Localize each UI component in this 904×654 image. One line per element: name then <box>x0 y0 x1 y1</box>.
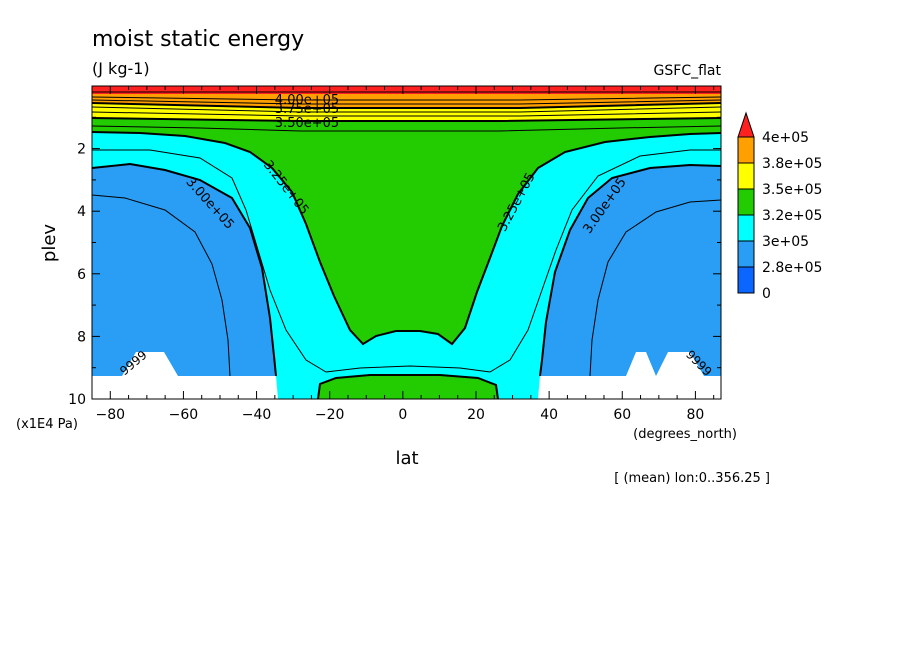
y-tick-label: 10 <box>68 392 86 408</box>
contour-line <box>92 96 721 101</box>
contour-line <box>92 99 721 105</box>
colorbar-label: 4e+05 <box>762 130 809 146</box>
y-tick-label: 8 <box>77 329 86 345</box>
x-axis-label: lat <box>395 448 418 469</box>
x-tick-label: −60 <box>169 407 199 423</box>
x-tick-label: 60 <box>613 407 631 423</box>
contour-line <box>92 162 277 377</box>
contour-line <box>92 149 721 373</box>
x-tick-label: 40 <box>540 407 558 423</box>
colorbar-swatch <box>737 214 755 242</box>
colorbar-label: 3.5e+05 <box>762 182 822 198</box>
colorbar-triangle <box>737 111 755 138</box>
colorbar-swatch <box>737 162 755 190</box>
dataset-label: GSFC_flat <box>654 63 722 79</box>
red-region <box>92 86 721 94</box>
contour-line <box>317 374 499 399</box>
lower-green-region <box>318 375 498 399</box>
colorbar-swatch <box>737 240 755 268</box>
colorbar-swatch <box>737 266 755 294</box>
y-axis-units: (x1E4 Pa) <box>16 417 78 432</box>
y-tick-label: 6 <box>77 267 86 283</box>
contour-plot-area: 4.00e+05 3.75e+05 3.50e+05 3.25e+05 3.00… <box>92 86 721 399</box>
contour-line <box>92 131 721 346</box>
x-tick-label: −20 <box>315 407 345 423</box>
colorbar: 4e+05 3.8e+05 3.5e+05 3.2e+05 3e+05 2.8e+05 0 <box>737 111 822 302</box>
x-tick-label: −80 <box>96 407 126 423</box>
contour-line <box>92 194 231 377</box>
contour-line <box>92 125 721 132</box>
x-tick-label: 80 <box>686 407 704 423</box>
colorbar-label: 3e+05 <box>762 234 809 250</box>
missing-terrain-right <box>538 352 721 399</box>
contour-label: 4.00e+05 <box>275 93 339 108</box>
contour-line <box>92 117 721 122</box>
x-tick-label: 0 <box>398 407 407 423</box>
orange-region <box>92 94 721 108</box>
missing-terrain-left <box>92 352 278 399</box>
contour-lines <box>92 91 721 399</box>
chart-title: moist static energy <box>92 27 304 52</box>
colorbar-swatch <box>737 188 755 216</box>
subset-note: [ (mean) lon:0..356.25 ] <box>614 471 770 486</box>
contour-line <box>589 199 721 377</box>
y-axis: 2 4 6 8 10 <box>68 116 721 408</box>
y-tick-label: 4 <box>77 204 86 220</box>
contour-line <box>92 106 721 113</box>
contour-line <box>539 163 721 377</box>
contour-label: 3.75e+05 <box>275 102 339 117</box>
x-tick-label: 20 <box>467 407 485 423</box>
chart-units: (J kg-1) <box>92 59 150 78</box>
contour-line <box>92 111 721 117</box>
colorbar-label: 0 <box>762 286 771 302</box>
colorbar-swatch <box>737 136 755 164</box>
contour-label: 3.50e+05 <box>275 116 339 131</box>
colorbar-label: 2.8e+05 <box>762 260 822 276</box>
y-tick-label: 2 <box>77 142 86 158</box>
green-region <box>92 118 721 344</box>
x-axis-units: (degrees_north) <box>633 427 737 442</box>
y-axis-label: plev <box>39 224 60 263</box>
contour-line <box>92 102 721 109</box>
colorbar-label: 3.8e+05 <box>762 156 822 172</box>
x-axis: −80 −60 −40 −20 0 20 40 60 80 <box>91 86 715 423</box>
colorbar-label: 3.2e+05 <box>762 208 822 224</box>
x-tick-label: −40 <box>242 407 272 423</box>
